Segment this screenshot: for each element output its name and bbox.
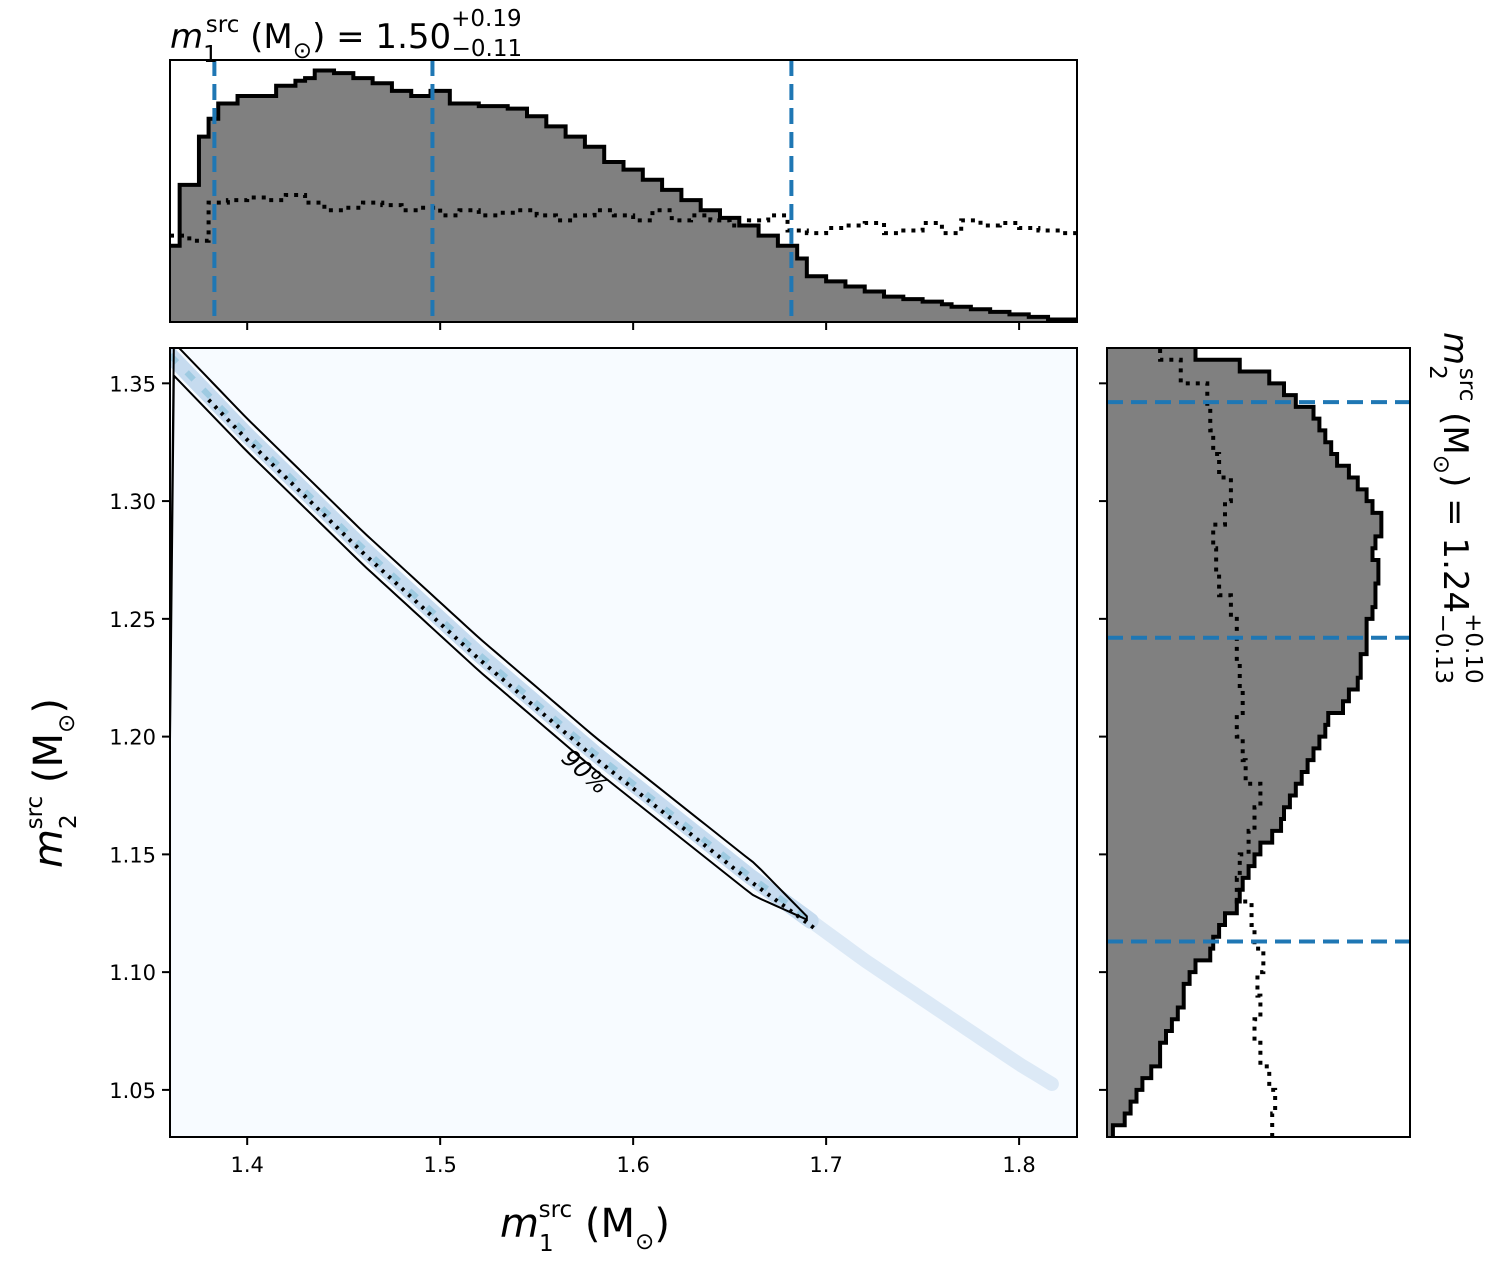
y-tick-label: 1.10: [109, 961, 156, 985]
y-tick-label: 1.35: [109, 372, 156, 396]
top-marginal-panel: m1 src (M⊙) = 1.50+0.19 −0.11: [169, 6, 1078, 330]
y-tick-label: 1.25: [109, 608, 156, 632]
top-posterior-step: [170, 68, 1077, 322]
x-tick-label: 1.5: [423, 1153, 456, 1177]
joint-y-ticks: 1.05 1.10 1.15 1.20 1.25 1.30 1.35: [109, 372, 170, 1103]
top-x-ticks: [246, 322, 1021, 330]
top-title-var: m: [170, 17, 203, 57]
right-marginal-panel: m2 src (M⊙) = 1.24+0.10−0.13: [1099, 332, 1486, 1138]
top-title-value: ) = 1.50: [312, 17, 451, 57]
joint-density: [170, 348, 1059, 1092]
top-title-unit: (M: [239, 17, 292, 57]
contour-90: [170, 348, 808, 922]
top-title-unit-sub: ⊙: [293, 38, 312, 64]
x-tick-label: 1.7: [809, 1153, 842, 1177]
joint-panel-frame: [169, 347, 1078, 1138]
top-title-err-minus: −0.11: [452, 36, 522, 62]
density-tail: [805, 915, 1059, 1092]
top-title-err-plus: +0.19: [451, 6, 521, 32]
y-axis-label: m2src (M⊙): [22, 698, 82, 868]
right-panel-frame: [1106, 347, 1411, 1138]
top-posterior-fill: [170, 70, 1077, 322]
right-posterior-step: [1110, 348, 1384, 1137]
right-title: m2 src (M⊙) = 1.24+0.10−0.13: [1424, 332, 1486, 684]
x-tick-label: 1.6: [616, 1153, 649, 1177]
right-prior-step: [1158, 348, 1278, 1137]
y-tick-label: 1.30: [109, 490, 156, 514]
x-tick-label: 1.8: [1002, 1153, 1035, 1177]
joint-x-ticks: 1.4 1.5 1.6 1.7 1.8: [230, 1137, 1036, 1177]
joint-panel: 1.4 1.5 1.6 1.7 1.8 1.05 1.10 1.15 1.20 1.25 1.30…: [22, 347, 1078, 1257]
top-prior-step: [170, 193, 1077, 243]
top-title-sub: 1: [203, 42, 218, 68]
top-title-sup: src: [206, 12, 240, 38]
x-axis-label: m1src (M⊙): [500, 1197, 670, 1257]
top-histogram: [170, 60, 1077, 322]
y-tick-label: 1.20: [109, 726, 156, 750]
y-tick-label: 1.15: [109, 843, 156, 867]
density-peak: [170, 352, 813, 924]
y-tick-label: 1.05: [109, 1079, 156, 1103]
x-tick-label: 1.4: [230, 1153, 263, 1177]
top-title: m1 src (M⊙) = 1.50+0.19 −0.11: [170, 6, 522, 68]
right-histogram: [1107, 348, 1410, 1137]
top-panel-frame: [169, 59, 1078, 323]
right-y-ticks: [1099, 382, 1107, 1091]
